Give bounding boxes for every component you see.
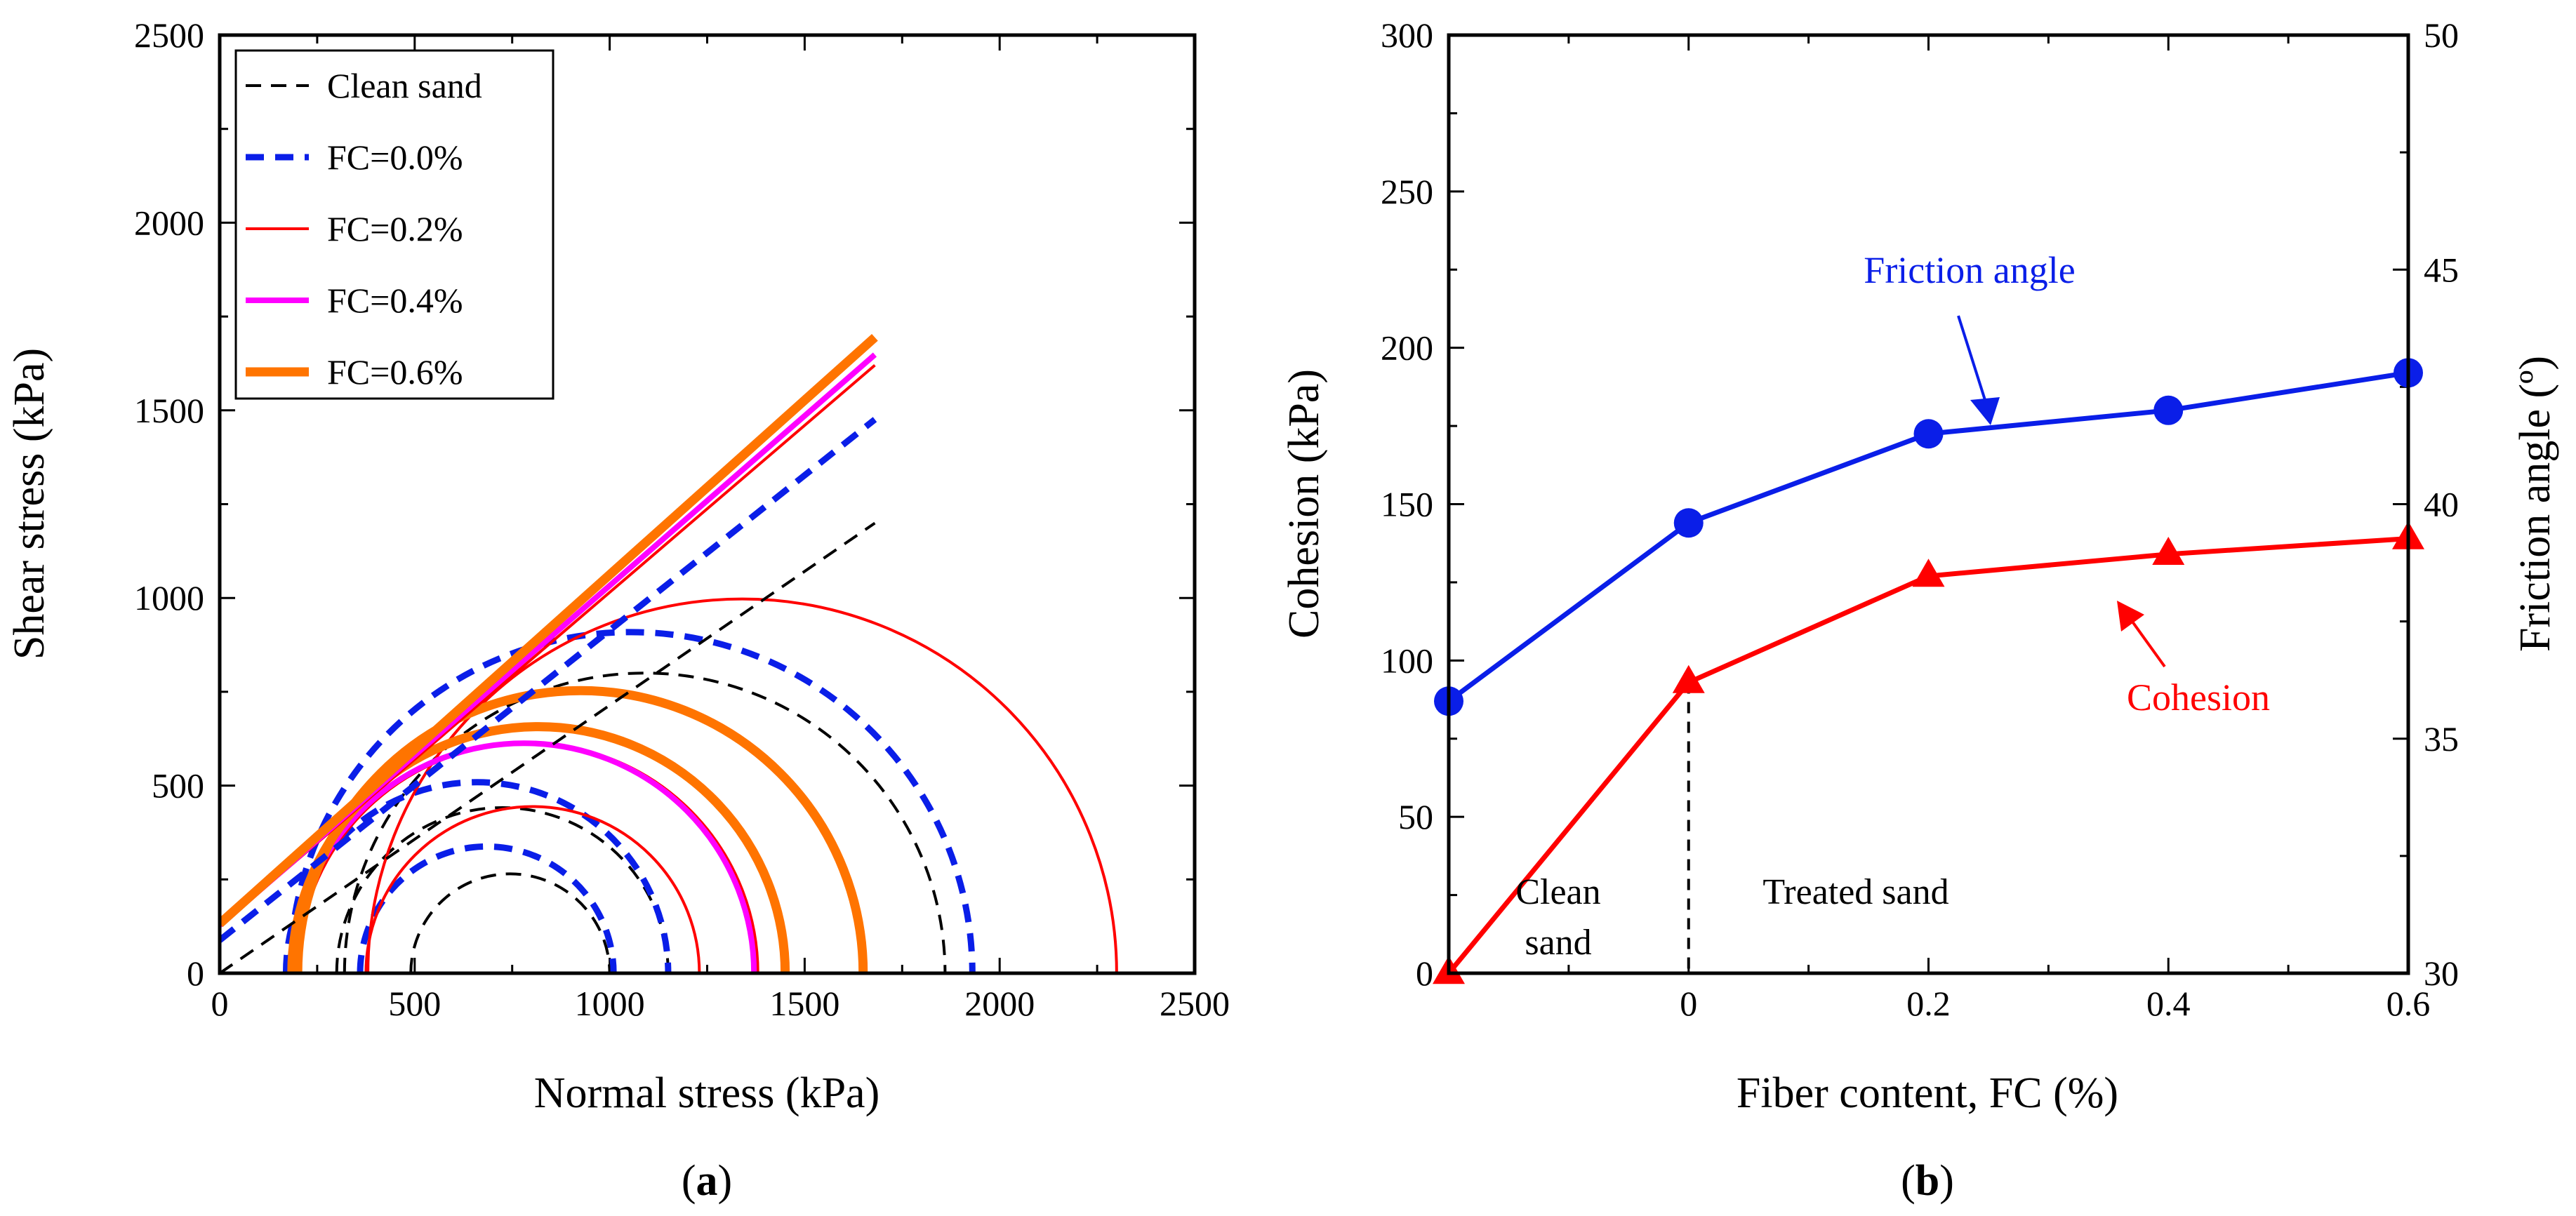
cohesion-point [1672,664,1705,693]
panel-a-mohr-circles: 0 500 1000 1500 2000 2500 0 500 1000 1500 2000 2500… [6,15,1230,1205]
mohr-circle-1 [409,872,611,973]
mohr-circle-1 [343,672,947,973]
friction-angle-point [2153,395,2184,425]
panel-a-plot-frame [218,33,1197,975]
panel-b-x-axis-label: Fiber content, FC (%) [1737,1069,2118,1117]
failure-envelope-2 [220,417,877,943]
b-left-y-tick-label: 300 [1381,15,1433,55]
panel-a-mohr-circles-group [282,597,1118,973]
b-right-y-tick-label: 30 [2424,954,2459,993]
failure-envelope-5 [220,333,878,928]
b-right-y-tick-label: 40 [2424,485,2459,524]
b-left-y-tick-label: 250 [1381,172,1433,211]
friction-angle-arrowhead [1970,397,2000,425]
cohesion-arrowhead [2117,601,2144,632]
a-x-tick-label: 0 [211,984,229,1023]
b-x-tick-label: 0.4 [2146,984,2191,1023]
panel-a-failure-envelopes [220,333,878,973]
mohr-circle-2 [357,843,617,973]
b-right-y-tick-label: 45 [2424,250,2459,289]
a-x-tick-label: 500 [388,984,441,1023]
mohr-circle-3 [366,597,1118,973]
legend-label: FC=0.6% [327,352,463,392]
cohesion-arrow-line [2131,620,2166,668]
a-x-tick-label: 2500 [1160,984,1230,1023]
b-left-y-tick-label: 0 [1416,954,1433,993]
panel-b-strength-parameters: 0 0.2 0.4 0.6 0 50 100 150 200 250 300 30 35 40 45 50 F… [1280,15,2559,1205]
failure-envelope-1 [220,521,876,973]
clean-sand-label-line2: sand [1525,923,1591,963]
legend-label: FC=0.2% [327,209,463,248]
a-x-tick-label: 1500 [769,984,839,1023]
a-x-tick-label: 1000 [575,984,645,1023]
b-x-tick-label: 0.6 [2386,984,2431,1023]
panel-a-label: (a) [682,1157,732,1205]
panel-b-label: (b) [1901,1157,1954,1205]
panel-b-ticks [1449,34,2410,975]
mohr-circle-2 [286,629,976,973]
cohesion-point [1912,559,1945,587]
a-y-tick-label: 500 [152,766,204,806]
a-y-tick-label: 0 [187,954,204,993]
b-left-y-tick-label: 100 [1381,641,1433,680]
a-x-tick-label: 2000 [964,984,1035,1023]
mohr-circle-5 [293,686,868,973]
legend-box [234,49,555,400]
b-left-y-tick-label: 50 [1398,797,1433,836]
b-right-y-tick-label: 50 [2424,15,2459,55]
legend-label: Clean sand [327,66,482,105]
cohesion-point [2152,537,2185,566]
mohr-circle-3 [364,805,701,973]
a-y-tick-label: 2000 [134,203,204,242]
panel-a-x-axis-label: Normal stress (kPa) [534,1069,879,1117]
friction-angle-point [1913,419,1944,449]
friction-angle-point [1673,508,1704,538]
b-left-y-tick-label: 150 [1381,485,1433,524]
b-x-tick-label: 0.2 [1906,984,1951,1023]
panel-b-tick-labels: 0 0.2 0.4 0.6 0 50 100 150 200 250 300 30 35 40 45 50 [1381,15,2459,1023]
panel-b-left-y-axis-label: Cohesion (kPa) [1280,369,1328,639]
panel-b-plot-frame [1447,33,2410,975]
a-y-tick-label: 2500 [134,15,204,55]
panel-a-legend: Clean sand FC=0.0% FC=0.2% FC=0.4% FC=0.6% [234,49,555,400]
panel-a-tick-labels: 0 500 1000 1500 2000 2500 0 500 1000 1500 2000 2500 [134,15,1230,1023]
a-y-tick-label: 1000 [134,578,204,617]
treated-sand-label: Treated sand [1762,872,1948,912]
a-y-tick-label: 1500 [134,391,204,430]
friction-angle-annotation: Friction angle [1864,249,2075,291]
b-x-tick-label: 0 [1680,984,1697,1023]
clean-sand-label-line1: Clean [1515,872,1600,912]
b-left-y-tick-label: 200 [1381,328,1433,368]
cohesion-annotation: Cohesion [2127,676,2270,719]
friction-angle-arrow-line [1957,315,1986,401]
b-right-y-tick-label: 35 [2424,719,2459,759]
panel-b-series [1433,358,2424,984]
panel-b-right-y-axis-label: Friction angle (º) [2511,356,2559,652]
legend-label: FC=0.4% [327,281,463,320]
panel-a-y-axis-label: Shear stress (kPa) [6,348,53,660]
legend-label: FC=0.0% [327,138,463,177]
